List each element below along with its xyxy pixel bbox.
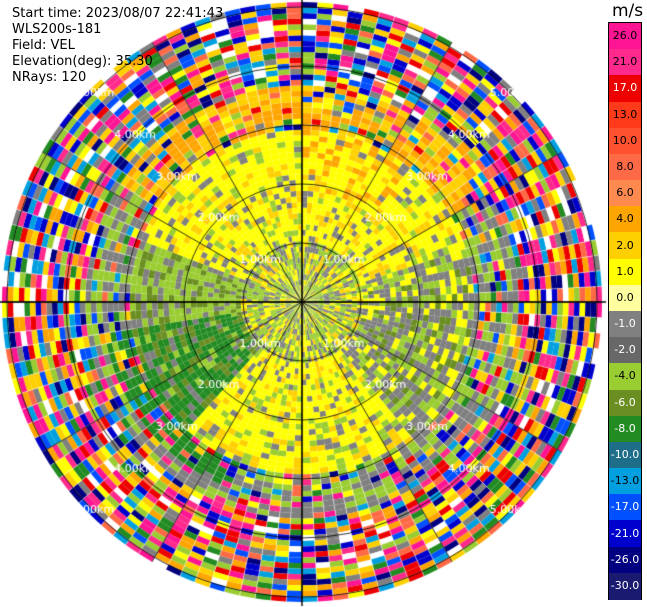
start-time-label: Start time: 2023/08/07 22:41:43 bbox=[12, 6, 224, 21]
elevation-label: Elevation(deg): 35.30 bbox=[12, 54, 153, 69]
colorbar-swatch bbox=[609, 49, 641, 77]
colorbar-tick-label: -17.0 bbox=[610, 500, 640, 514]
colorbar-tick-label: -1.0 bbox=[614, 317, 636, 331]
colorbar-swatch bbox=[609, 232, 641, 260]
colorbar-tick-label: -13.0 bbox=[610, 474, 640, 488]
colorbar-tick-label: -2.0 bbox=[614, 343, 636, 357]
colorbar-swatch bbox=[609, 75, 641, 103]
colorbar-tick-label: 2.0 bbox=[616, 238, 634, 252]
colorbar-tick-label: 21.0 bbox=[612, 55, 638, 69]
colorbar-swatch bbox=[609, 363, 641, 391]
colorbar-swatch bbox=[609, 389, 641, 417]
colorbar-swatch bbox=[609, 153, 641, 182]
colorbar-swatch bbox=[609, 441, 641, 470]
colorbar-swatch bbox=[609, 180, 641, 208]
colorbar-tick-label: 13.0 bbox=[612, 107, 638, 121]
colorbar-swatch bbox=[609, 23, 641, 51]
colorbar-tick-label: -21.0 bbox=[610, 526, 640, 540]
colorbar-tick-label: 1.0 bbox=[616, 264, 634, 278]
colorbar-tick-label: 0.0 bbox=[616, 290, 634, 304]
colorbar-swatch bbox=[609, 546, 641, 574]
nrays-label: NRays: 120 bbox=[12, 70, 87, 85]
colorbar-tick-label: -4.0 bbox=[614, 369, 636, 383]
colorbar-tick-label: -10.0 bbox=[610, 448, 640, 461]
colorbar-swatch bbox=[609, 415, 641, 443]
colorbar-tick-label: -8.0 bbox=[614, 421, 636, 435]
colorbar-tick-label: -26.0 bbox=[610, 552, 640, 566]
colorbar-tick-label: -6.0 bbox=[614, 395, 636, 409]
colorbar-swatch bbox=[609, 206, 641, 234]
field-label: Field: VEL bbox=[12, 38, 75, 53]
colorbar-swatch bbox=[609, 258, 641, 286]
colorbar-swatch bbox=[609, 284, 641, 312]
colorbar-swatch bbox=[609, 311, 641, 339]
colorbar-swatch bbox=[609, 520, 641, 548]
colorbar-tick-label: 6.0 bbox=[616, 186, 634, 200]
colorbar-swatch bbox=[609, 468, 641, 496]
colorbar-swatch bbox=[609, 494, 641, 522]
colorbar-swatch bbox=[609, 127, 641, 155]
colorbar: 26.0 21.0 17.0 13.0 10.0 8.0 6.0 4.0 2.0 1.0 0.0 -1… bbox=[608, 22, 642, 600]
colorbar-unit: m/s bbox=[612, 1, 644, 21]
colorbar-swatch bbox=[609, 337, 641, 365]
colorbar-swatch bbox=[609, 572, 641, 600]
colorbar-swatch bbox=[609, 101, 641, 129]
colorbar-tick-label: 10.0 bbox=[612, 133, 638, 147]
colorbar-tick-label: 26.0 bbox=[612, 29, 638, 43]
colorbar-tick-label: 17.0 bbox=[612, 81, 638, 95]
colorbar-tick-label: 4.0 bbox=[616, 212, 634, 226]
site-label: WLS200s-181 bbox=[12, 22, 102, 37]
colorbar-tick-label: 8.0 bbox=[616, 160, 634, 173]
colorbar-tick-label: -30.0 bbox=[610, 578, 640, 592]
